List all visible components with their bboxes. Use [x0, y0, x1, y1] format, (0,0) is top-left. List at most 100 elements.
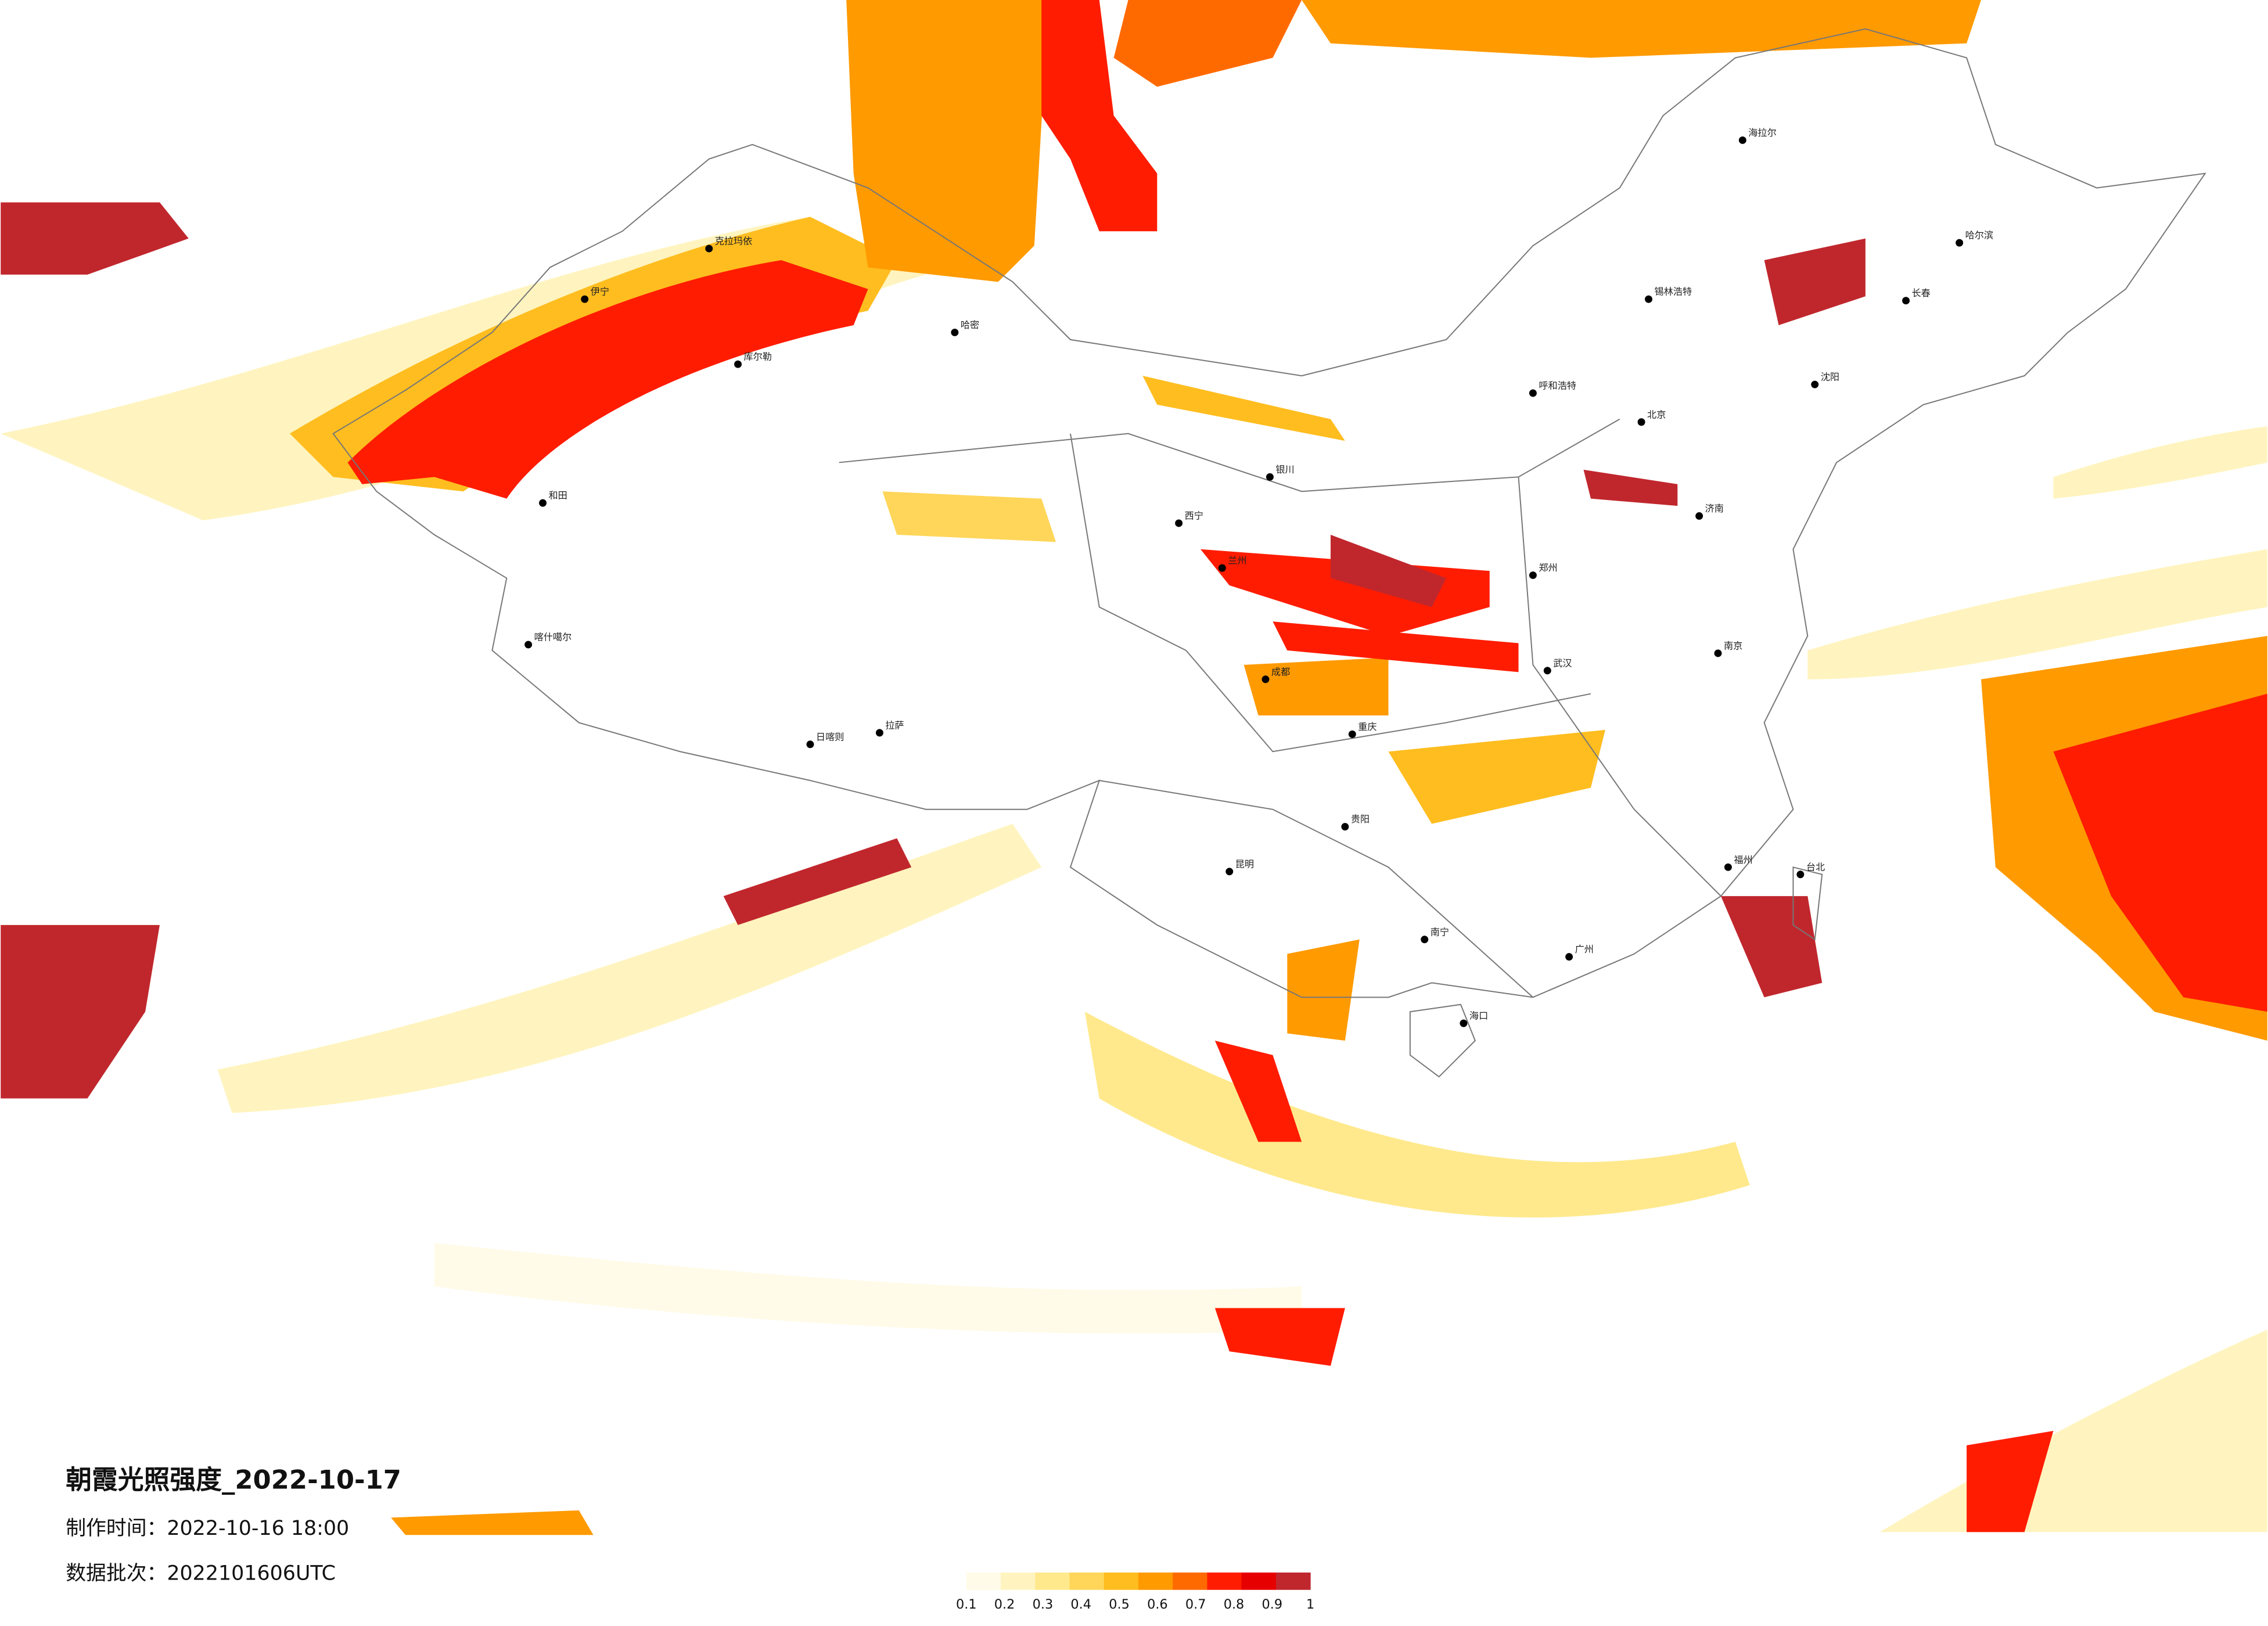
city-label: 海拉尔 — [1748, 127, 1776, 138]
city-dot — [1341, 823, 1349, 831]
city: 台北 — [1796, 861, 1825, 879]
city-label: 兰州 — [1228, 555, 1246, 566]
city-label: 长春 — [1912, 287, 1931, 298]
city: 日喀则 — [806, 731, 844, 749]
colorbar-swatch — [1001, 1572, 1036, 1590]
city-label: 喀什噶尔 — [534, 632, 572, 643]
field-patch — [846, 0, 1049, 282]
city-label: 哈尔滨 — [1965, 230, 1993, 241]
city-label: 北京 — [1647, 409, 1666, 420]
colorbar-swatch — [966, 1572, 1001, 1590]
city-dot — [734, 360, 742, 368]
city: 福州 — [1724, 854, 1753, 871]
colorbar-tick-label: 0.4 — [1070, 1597, 1091, 1612]
field-patch — [391, 1510, 594, 1535]
city-dot — [1645, 295, 1653, 303]
city-dot — [806, 740, 814, 749]
field-patch — [1583, 469, 1678, 506]
colorbar-tick-label: 1 — [1306, 1597, 1314, 1612]
city-label: 济南 — [1705, 503, 1724, 514]
field-patch — [217, 823, 1042, 1113]
field-patch — [1214, 1308, 1345, 1366]
colorbar-tick-label: 0.3 — [1033, 1597, 1054, 1612]
city-label: 海口 — [1469, 1010, 1488, 1021]
field-patch — [434, 1243, 1302, 1334]
island-outline — [1409, 1003, 1476, 1078]
field-patch — [1330, 534, 1447, 607]
city-label: 武汉 — [1553, 657, 1572, 668]
field-patch — [1214, 1041, 1302, 1142]
city-dot — [1811, 380, 1819, 388]
city-dot — [875, 729, 883, 737]
city-label: 库尔勒 — [744, 351, 772, 362]
city: 广州 — [1565, 944, 1594, 961]
field-patch — [1764, 238, 1866, 325]
city-dot — [1724, 863, 1732, 871]
city-dot — [1796, 870, 1805, 879]
city: 哈密 — [951, 319, 979, 336]
field-patch — [723, 838, 912, 925]
colorbar-swatch — [1069, 1572, 1105, 1590]
city-dot — [539, 499, 547, 507]
field-patch — [347, 260, 868, 499]
city: 喀什噶尔 — [524, 632, 572, 649]
boundaries — [332, 28, 2206, 1078]
city: 库尔勒 — [734, 351, 772, 368]
city-label: 成都 — [1271, 666, 1290, 677]
city-dot — [1956, 239, 1964, 247]
field-patch — [882, 491, 1056, 542]
field-patch — [1243, 657, 1389, 715]
colorbar-swatch — [1138, 1572, 1173, 1590]
city-dot — [1543, 667, 1551, 675]
city: 兰州 — [1218, 555, 1247, 572]
city: 贵阳 — [1341, 814, 1370, 831]
colorbar-swatch — [1173, 1572, 1207, 1590]
city-dot — [1565, 953, 1573, 961]
colorbar-tick-label: 0.7 — [1185, 1597, 1206, 1612]
field-patch — [1967, 1431, 2054, 1533]
city: 昆明 — [1225, 858, 1254, 876]
city-label: 哈密 — [961, 319, 979, 330]
city-dot — [951, 328, 959, 336]
city-label: 福州 — [1734, 854, 1752, 865]
city: 呼和浩特 — [1529, 380, 1576, 397]
field-patch — [1807, 549, 2267, 679]
city-dot — [581, 295, 589, 303]
city-label: 台北 — [1806, 861, 1825, 872]
city-label: 呼和浩特 — [1539, 380, 1576, 391]
intensity-field — [1, 0, 2267, 1535]
city: 伊宁 — [581, 286, 609, 303]
city-dot — [1218, 564, 1226, 572]
island-outline — [1792, 866, 1823, 941]
city: 哈尔滨 — [1956, 230, 1993, 247]
field-patch — [1302, 0, 1981, 58]
colorbar-tick-label: 0.1 — [956, 1597, 977, 1612]
field-patch — [1084, 1012, 1750, 1218]
data-batch: 数据批次：2022101606UTC — [66, 1562, 336, 1585]
city-dot — [524, 641, 533, 649]
city: 和田 — [539, 490, 567, 507]
city-dot — [1421, 936, 1429, 944]
map-title: 朝霞光照强度_2022-10-17 — [66, 1465, 401, 1495]
field-patch — [2053, 693, 2267, 1012]
city: 海拉尔 — [1738, 127, 1777, 144]
city-label: 伊宁 — [591, 286, 609, 297]
city-label: 重庆 — [1358, 721, 1376, 732]
city-label: 郑州 — [1539, 562, 1557, 573]
city-label: 南京 — [1724, 641, 1742, 652]
city: 克拉玛依 — [705, 236, 752, 253]
colorbar-tick-label: 0.8 — [1224, 1597, 1245, 1612]
field-patch — [1273, 621, 1519, 672]
field-patch — [2053, 426, 2267, 499]
colorbar: 0.1 0.2 0.3 0.4 0.5 0.6 0.7 0.8 0.9 1 — [956, 1572, 1314, 1612]
city-label: 银川 — [1275, 464, 1294, 475]
city-dot — [1266, 473, 1274, 481]
colorbar-swatch — [1035, 1572, 1070, 1590]
made-time: 制作时间：2022-10-16 18:00 — [66, 1517, 349, 1540]
city-label: 昆明 — [1235, 858, 1254, 869]
city-dot — [1637, 418, 1645, 426]
city-label: 拉萨 — [885, 720, 904, 731]
